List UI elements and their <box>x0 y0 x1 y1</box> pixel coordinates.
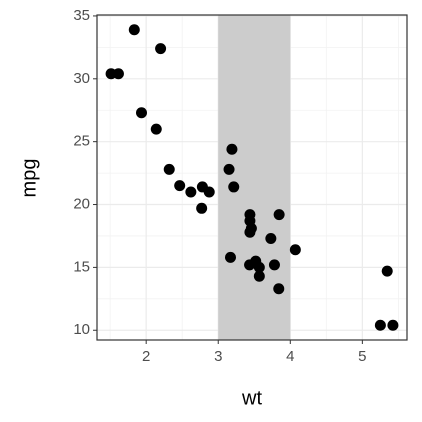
y-tick-label: 30 <box>73 70 90 87</box>
y-tick-label: 25 <box>73 133 90 150</box>
x-tick-label: 5 <box>358 348 366 365</box>
x-axis-title: wt <box>241 387 262 409</box>
point <box>196 181 208 193</box>
point <box>244 209 256 221</box>
point <box>128 24 140 36</box>
point <box>381 265 393 277</box>
point <box>273 283 285 295</box>
point <box>244 226 256 238</box>
point <box>289 244 301 256</box>
point <box>185 186 197 198</box>
point <box>155 43 167 55</box>
y-tick-label: 35 <box>73 7 90 24</box>
x-tick-label: 2 <box>142 348 150 365</box>
point <box>228 181 240 193</box>
panel-border <box>96 14 408 341</box>
point <box>226 143 238 155</box>
y-tick-label: 10 <box>73 321 90 338</box>
point <box>150 123 162 135</box>
point <box>387 319 399 331</box>
point <box>253 270 265 282</box>
point <box>174 180 186 192</box>
y-axis-title: mpg <box>18 159 40 198</box>
point <box>265 232 277 244</box>
y-tick-label: 15 <box>73 258 90 275</box>
x-tick-label: 3 <box>214 348 222 365</box>
y-tick-label: 20 <box>73 195 90 212</box>
point <box>196 202 208 214</box>
point <box>223 163 235 175</box>
point <box>273 209 285 221</box>
point <box>105 68 117 80</box>
point <box>374 319 386 331</box>
point <box>163 163 175 175</box>
point <box>244 259 256 271</box>
point <box>224 251 236 263</box>
x-tick-label: 4 <box>286 348 294 365</box>
point <box>253 261 265 273</box>
point <box>135 107 147 119</box>
point <box>268 259 280 271</box>
